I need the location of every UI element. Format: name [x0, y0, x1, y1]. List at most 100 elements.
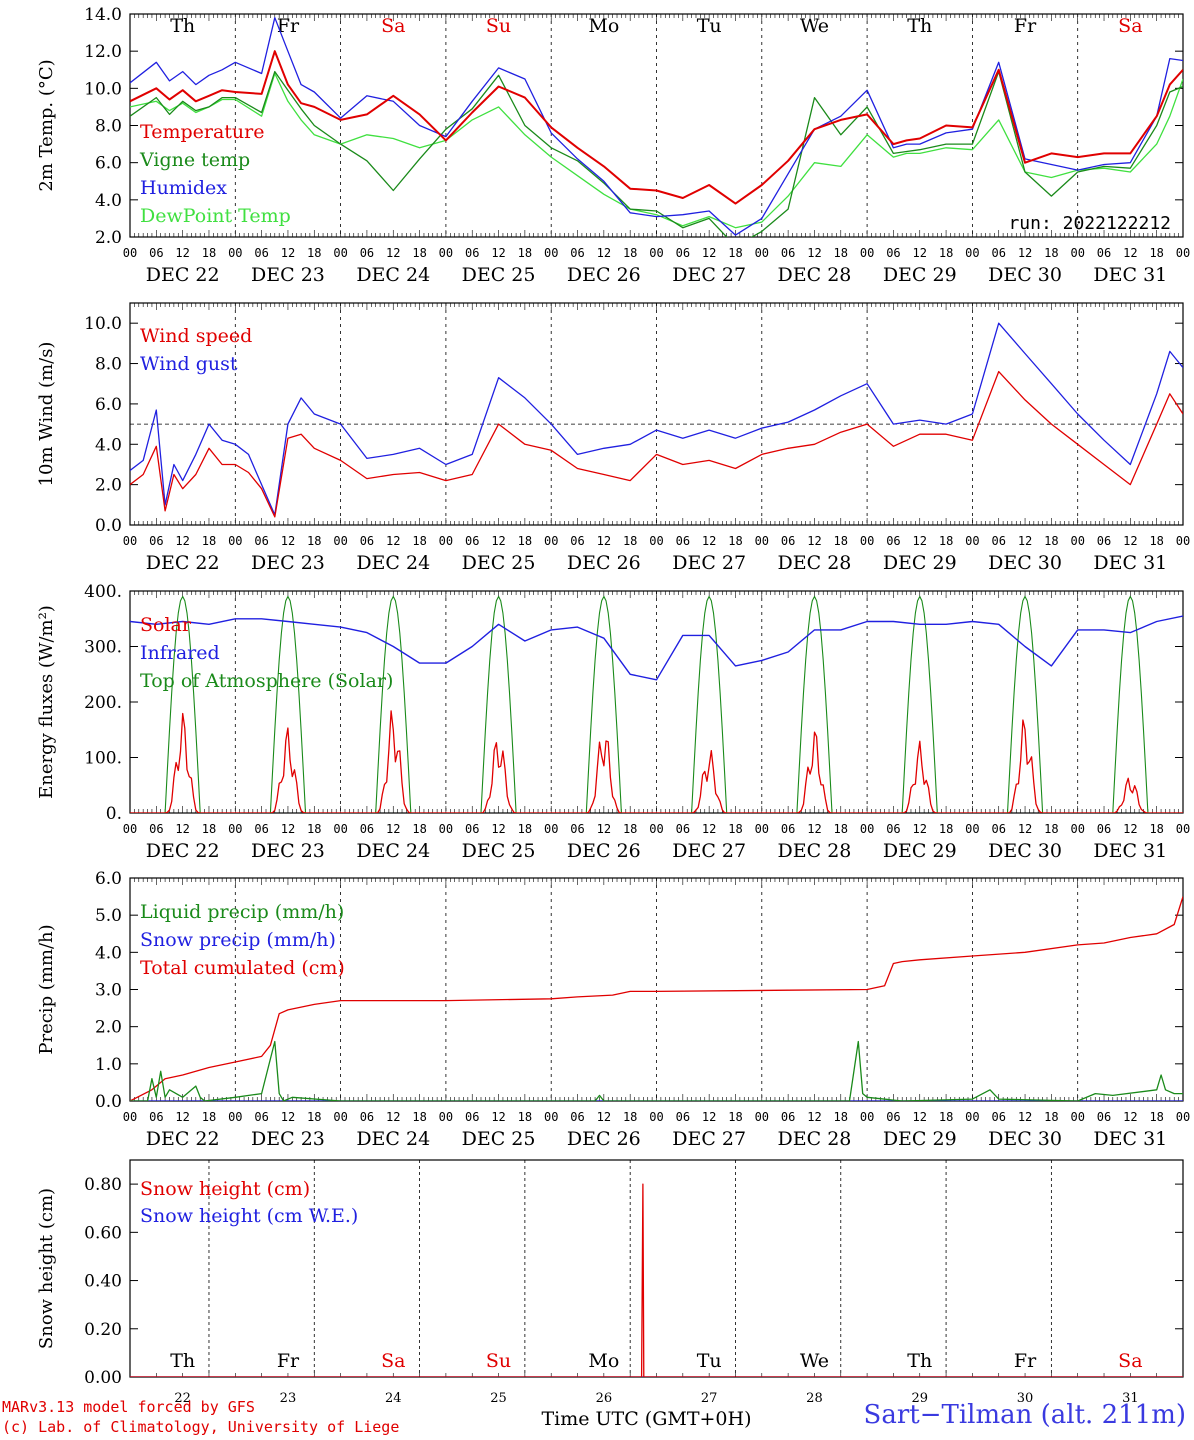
hour-tick-label: 18 — [939, 534, 953, 548]
hour-tick-label: 18 — [307, 822, 321, 836]
hour-tick-label: 12 — [491, 246, 505, 260]
hour-tick-label: 00 — [333, 534, 347, 548]
day-number-label: 25 — [490, 1391, 507, 1406]
legend-entry: Snow precip (mm/h) — [140, 929, 336, 951]
panel-4: 00 06 12 18 00 06 12 18 00 06 12 18 00 06 12 18 00 06 12 18… — [36, 869, 1190, 1150]
date-label: DEC 30 — [988, 264, 1062, 286]
series-line-dewpoint-temp — [130, 72, 1183, 229]
hour-tick-label: 00 — [439, 1110, 453, 1124]
hour-tick-label: 00 — [228, 1110, 242, 1124]
hour-tick-label: 12 — [913, 822, 927, 836]
hour-tick-label: 12 — [281, 822, 295, 836]
weekday-label: Fr — [277, 15, 300, 37]
hour-tick-label: 18 — [307, 534, 321, 548]
hour-tick-label: 00 — [1176, 822, 1190, 836]
hour-tick-label: 12 — [807, 822, 821, 836]
date-label: DEC 22 — [146, 552, 220, 574]
station-name: Sart−Tilman (alt. 211m) — [863, 1400, 1186, 1430]
date-label: DEC 27 — [672, 552, 746, 574]
y-tick-label: 4.0 — [95, 191, 122, 211]
series-line-wind-speed — [130, 370, 1183, 518]
hour-tick-label: 06 — [886, 1110, 900, 1124]
hour-tick-label: 00 — [965, 246, 979, 260]
hour-tick-label: 06 — [149, 822, 163, 836]
hour-tick-label: 00 — [860, 1110, 874, 1124]
hour-tick-label: 12 — [281, 246, 295, 260]
series-layer — [130, 1183, 1183, 1377]
weekday-label: Mo — [588, 1350, 619, 1372]
hour-tick-label: 06 — [1097, 1110, 1111, 1124]
date-label: DEC 31 — [1093, 264, 1167, 286]
series-layer — [130, 896, 1183, 1101]
date-label: DEC 22 — [146, 840, 220, 862]
date-label: DEC 23 — [251, 1128, 325, 1150]
y-axis-title: Precip (mm/h) — [36, 924, 57, 1054]
panel-1: 00 06 12 18 00 06 12 18 00 06 12 18 00 06 12 18 00 06 12 18… — [36, 5, 1190, 286]
hour-tick-label: 12 — [807, 1110, 821, 1124]
hour-tick-label: 18 — [1149, 534, 1163, 548]
date-label: DEC 31 — [1093, 840, 1167, 862]
day-number-label: 24 — [385, 1391, 402, 1406]
y-tick-label: 10.0 — [84, 314, 122, 334]
y-tick-label: 6.0 — [95, 395, 122, 415]
hour-tick-label: 00 — [228, 246, 242, 260]
date-label: DEC 28 — [778, 1128, 852, 1150]
day-number-label: 29 — [911, 1391, 928, 1406]
y-tick-label: 200. — [84, 693, 122, 713]
day-number-label: 30 — [1017, 1391, 1034, 1406]
legend-entry: Humidex — [140, 177, 227, 199]
run-annotation: run: 2022122212 — [1008, 213, 1171, 234]
y-axis-title: Snow height (cm) — [36, 1188, 57, 1349]
date-label: DEC 24 — [356, 552, 430, 574]
hour-tick-label: 18 — [1044, 534, 1058, 548]
series-line-total-cumulated-cm — [130, 896, 1183, 1101]
legend-entry: Wind gust — [140, 353, 238, 375]
weekday-label: Fr — [1014, 1350, 1037, 1372]
hour-tick-label: 06 — [991, 534, 1005, 548]
hour-tick-label: 06 — [465, 822, 479, 836]
hour-tick-label: 06 — [676, 534, 690, 548]
series-line-snow-height-cm — [130, 1183, 1183, 1377]
hour-tick-label: 06 — [149, 1110, 163, 1124]
hour-tick-label: 18 — [939, 1110, 953, 1124]
date-label: DEC 25 — [462, 1128, 536, 1150]
hour-tick-label: 12 — [1123, 822, 1137, 836]
hour-tick-label: 12 — [702, 534, 716, 548]
hour-tick-label: 12 — [913, 534, 927, 548]
hour-tick-label: 06 — [1097, 246, 1111, 260]
date-label: DEC 31 — [1093, 552, 1167, 574]
hour-tick-label: 18 — [518, 246, 532, 260]
hour-tick-label: 18 — [1044, 246, 1058, 260]
date-label: DEC 26 — [567, 552, 641, 574]
hour-tick-label: 00 — [755, 246, 769, 260]
y-tick-label: 0. — [106, 804, 122, 824]
series-layer — [130, 322, 1183, 518]
day-number-label: 22 — [174, 1391, 191, 1406]
y-tick-label: 8.0 — [95, 117, 122, 137]
hour-tick-label: 06 — [465, 1110, 479, 1124]
infrared-line — [130, 615, 1183, 681]
y-tick-label: 100. — [84, 749, 122, 769]
legend-entry: Vigne temp — [139, 149, 250, 171]
hour-tick-label: 00 — [1176, 246, 1190, 260]
date-label: DEC 30 — [988, 1128, 1062, 1150]
legend-entry: Snow height (cm W.E.) — [140, 1205, 358, 1227]
weekday-label: Th — [170, 15, 195, 37]
legend-entry: Top of Atmosphere (Solar) — [140, 670, 393, 692]
date-label: DEC 24 — [356, 1128, 430, 1150]
hour-tick-label: 06 — [886, 534, 900, 548]
hour-tick-label: 06 — [570, 246, 584, 260]
y-tick-label: 0.0 — [95, 516, 122, 536]
legend-entry: Infrared — [140, 642, 220, 664]
hour-tick-label: 12 — [1018, 1110, 1032, 1124]
hour-tick-label: 12 — [702, 1110, 716, 1124]
y-tick-label: 2.0 — [95, 1018, 122, 1038]
series-line-wind-gust — [130, 322, 1183, 516]
hour-tick-label: 12 — [491, 534, 505, 548]
hour-tick-label: 18 — [202, 1110, 216, 1124]
hour-tick-label: 12 — [702, 246, 716, 260]
y-tick-label: 400. — [84, 582, 122, 602]
hour-tick-label: 00 — [755, 1110, 769, 1124]
y-tick-label: 6.0 — [95, 154, 122, 174]
hour-tick-label: 06 — [254, 1110, 268, 1124]
